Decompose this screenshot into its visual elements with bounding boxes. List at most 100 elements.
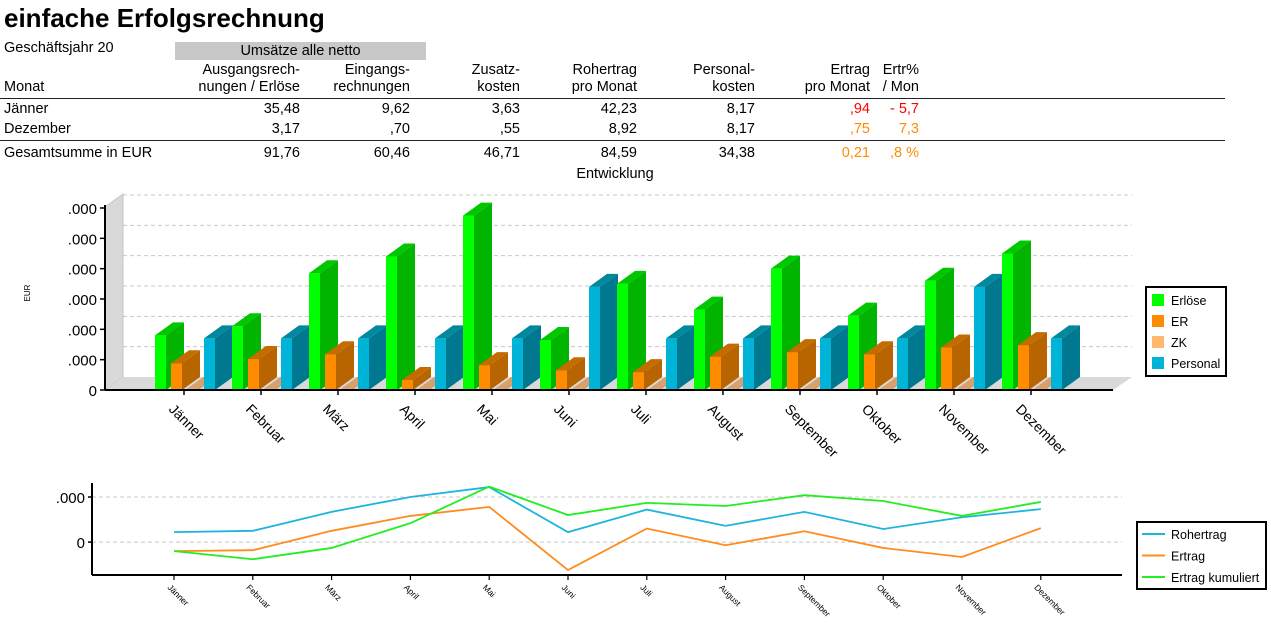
bar-top: [1051, 325, 1080, 339]
bar-front: [589, 286, 600, 390]
cell-personnel: 8,17: [726, 121, 755, 137]
bar-legend: Erlöse ER ZK Personal: [1145, 286, 1227, 377]
x-tick-label: September: [782, 401, 842, 461]
bar-front: [1018, 345, 1029, 390]
bar-personal: [666, 325, 695, 390]
bar-side: [754, 325, 772, 390]
bar-erlöse: [386, 243, 415, 390]
bar-side: [397, 243, 415, 390]
bar-top: [155, 322, 184, 336]
bar-front: [897, 338, 908, 390]
bar-er: [633, 359, 662, 390]
chart-back-wall: [104, 193, 124, 391]
bar-personal: [897, 325, 926, 390]
bar-front: [820, 338, 831, 390]
y-tick-label: .000: [68, 262, 97, 279]
bar-side: [908, 325, 926, 390]
bar-top: [589, 273, 618, 287]
legend-swatch: [1152, 357, 1164, 369]
bar-chart: 0 .000 .000 .000 .000 .000 .000 EUR Jänner Februa…: [23, 193, 1227, 461]
legend-label: Rohertrag: [1171, 528, 1227, 542]
cell-gross-profit: 42,23: [600, 101, 637, 117]
bar-front: [248, 359, 259, 390]
bar-top: [710, 343, 739, 357]
y-tick-label: 0: [77, 535, 85, 552]
legend-item: Ertrag kumuliert: [1142, 571, 1260, 585]
bar-side: [259, 346, 277, 390]
column-header-incoming-line2: rechnungen: [333, 79, 410, 95]
x-tick-label: Februar: [244, 582, 272, 610]
bar-front: [435, 338, 446, 390]
bar-top: [171, 350, 200, 364]
total-incoming: 60,46: [373, 145, 410, 161]
x-tick-label: April: [397, 401, 428, 432]
bar-top: [1002, 240, 1031, 254]
cell-personnel: 8,17: [726, 101, 755, 117]
legend-label: ER: [1171, 315, 1188, 329]
bar-front: [386, 256, 397, 390]
bar-top: [974, 273, 1003, 287]
header-divider: [0, 98, 1225, 99]
bar-top: [556, 357, 585, 371]
x-tick-label: Juli: [628, 401, 654, 427]
total-extra-costs: 46,71: [483, 145, 520, 161]
bar-front: [974, 286, 985, 390]
x-tick-label: April: [402, 582, 421, 601]
bar-top: [617, 270, 646, 284]
bar-er: [556, 357, 585, 390]
legend-label: ZK: [1171, 336, 1188, 350]
column-header-result-pct-line2: / Mon: [882, 79, 919, 95]
bar-side: [677, 325, 695, 390]
row-month: Jänner: [4, 101, 49, 117]
bar-front: [848, 315, 859, 390]
cell-extra-costs: 3,63: [491, 101, 520, 117]
bar-top: [435, 325, 464, 339]
x-tick-label: August: [717, 582, 743, 608]
bar-front: [1051, 338, 1062, 390]
bar-side: [369, 325, 387, 390]
page-title: einfache Erfolgsrechnung: [4, 3, 325, 33]
bar-side: [490, 352, 508, 390]
x-tick-label: Dezember: [1032, 582, 1067, 617]
bar-er: [710, 343, 739, 390]
bar-top: [281, 325, 310, 339]
bar-side: [215, 325, 233, 390]
bar-side: [628, 270, 646, 390]
bar-front: [232, 326, 243, 390]
bar-side: [523, 325, 541, 390]
bar-er: [864, 341, 893, 390]
legend-item: ER: [1152, 315, 1188, 329]
cell-result-pct: 7,3: [898, 121, 919, 137]
bar-front: [617, 283, 628, 390]
bar-front: [710, 356, 721, 390]
bar-personal: [435, 325, 464, 390]
bar-personal: [1051, 325, 1080, 390]
bar-front: [666, 338, 677, 390]
x-tick-label: Februar: [243, 401, 289, 447]
group-header-sales-net: Umsätze alle netto: [175, 42, 426, 60]
bar-side: [336, 341, 354, 390]
bar-personal: [512, 325, 541, 390]
bar-side: [985, 273, 1003, 390]
bar-front: [787, 352, 798, 390]
x-tick-label: Jänner: [166, 401, 208, 443]
legend-label: Erlöse: [1171, 294, 1206, 308]
column-header-month: Monat: [4, 79, 45, 95]
legend-item: ZK: [1152, 336, 1188, 350]
column-header-result-line1: Ertrag: [830, 62, 871, 78]
bar-top: [743, 325, 772, 339]
column-header-gross-profit-line1: Rohertrag: [572, 62, 637, 78]
bar-front: [1002, 253, 1013, 390]
bar-front: [479, 365, 490, 390]
total-divider: [0, 140, 1225, 141]
bar-top: [864, 341, 893, 355]
bar-personal: [743, 325, 772, 390]
line-ertrag: [173, 505, 1042, 572]
y-tick-label: 0: [89, 383, 97, 400]
bar-front: [309, 273, 320, 390]
x-tick-label: März: [323, 582, 343, 602]
bar-front: [325, 354, 336, 390]
bar-side: [1029, 332, 1047, 390]
bar-top: [1018, 332, 1047, 346]
bar-top: [358, 325, 387, 339]
